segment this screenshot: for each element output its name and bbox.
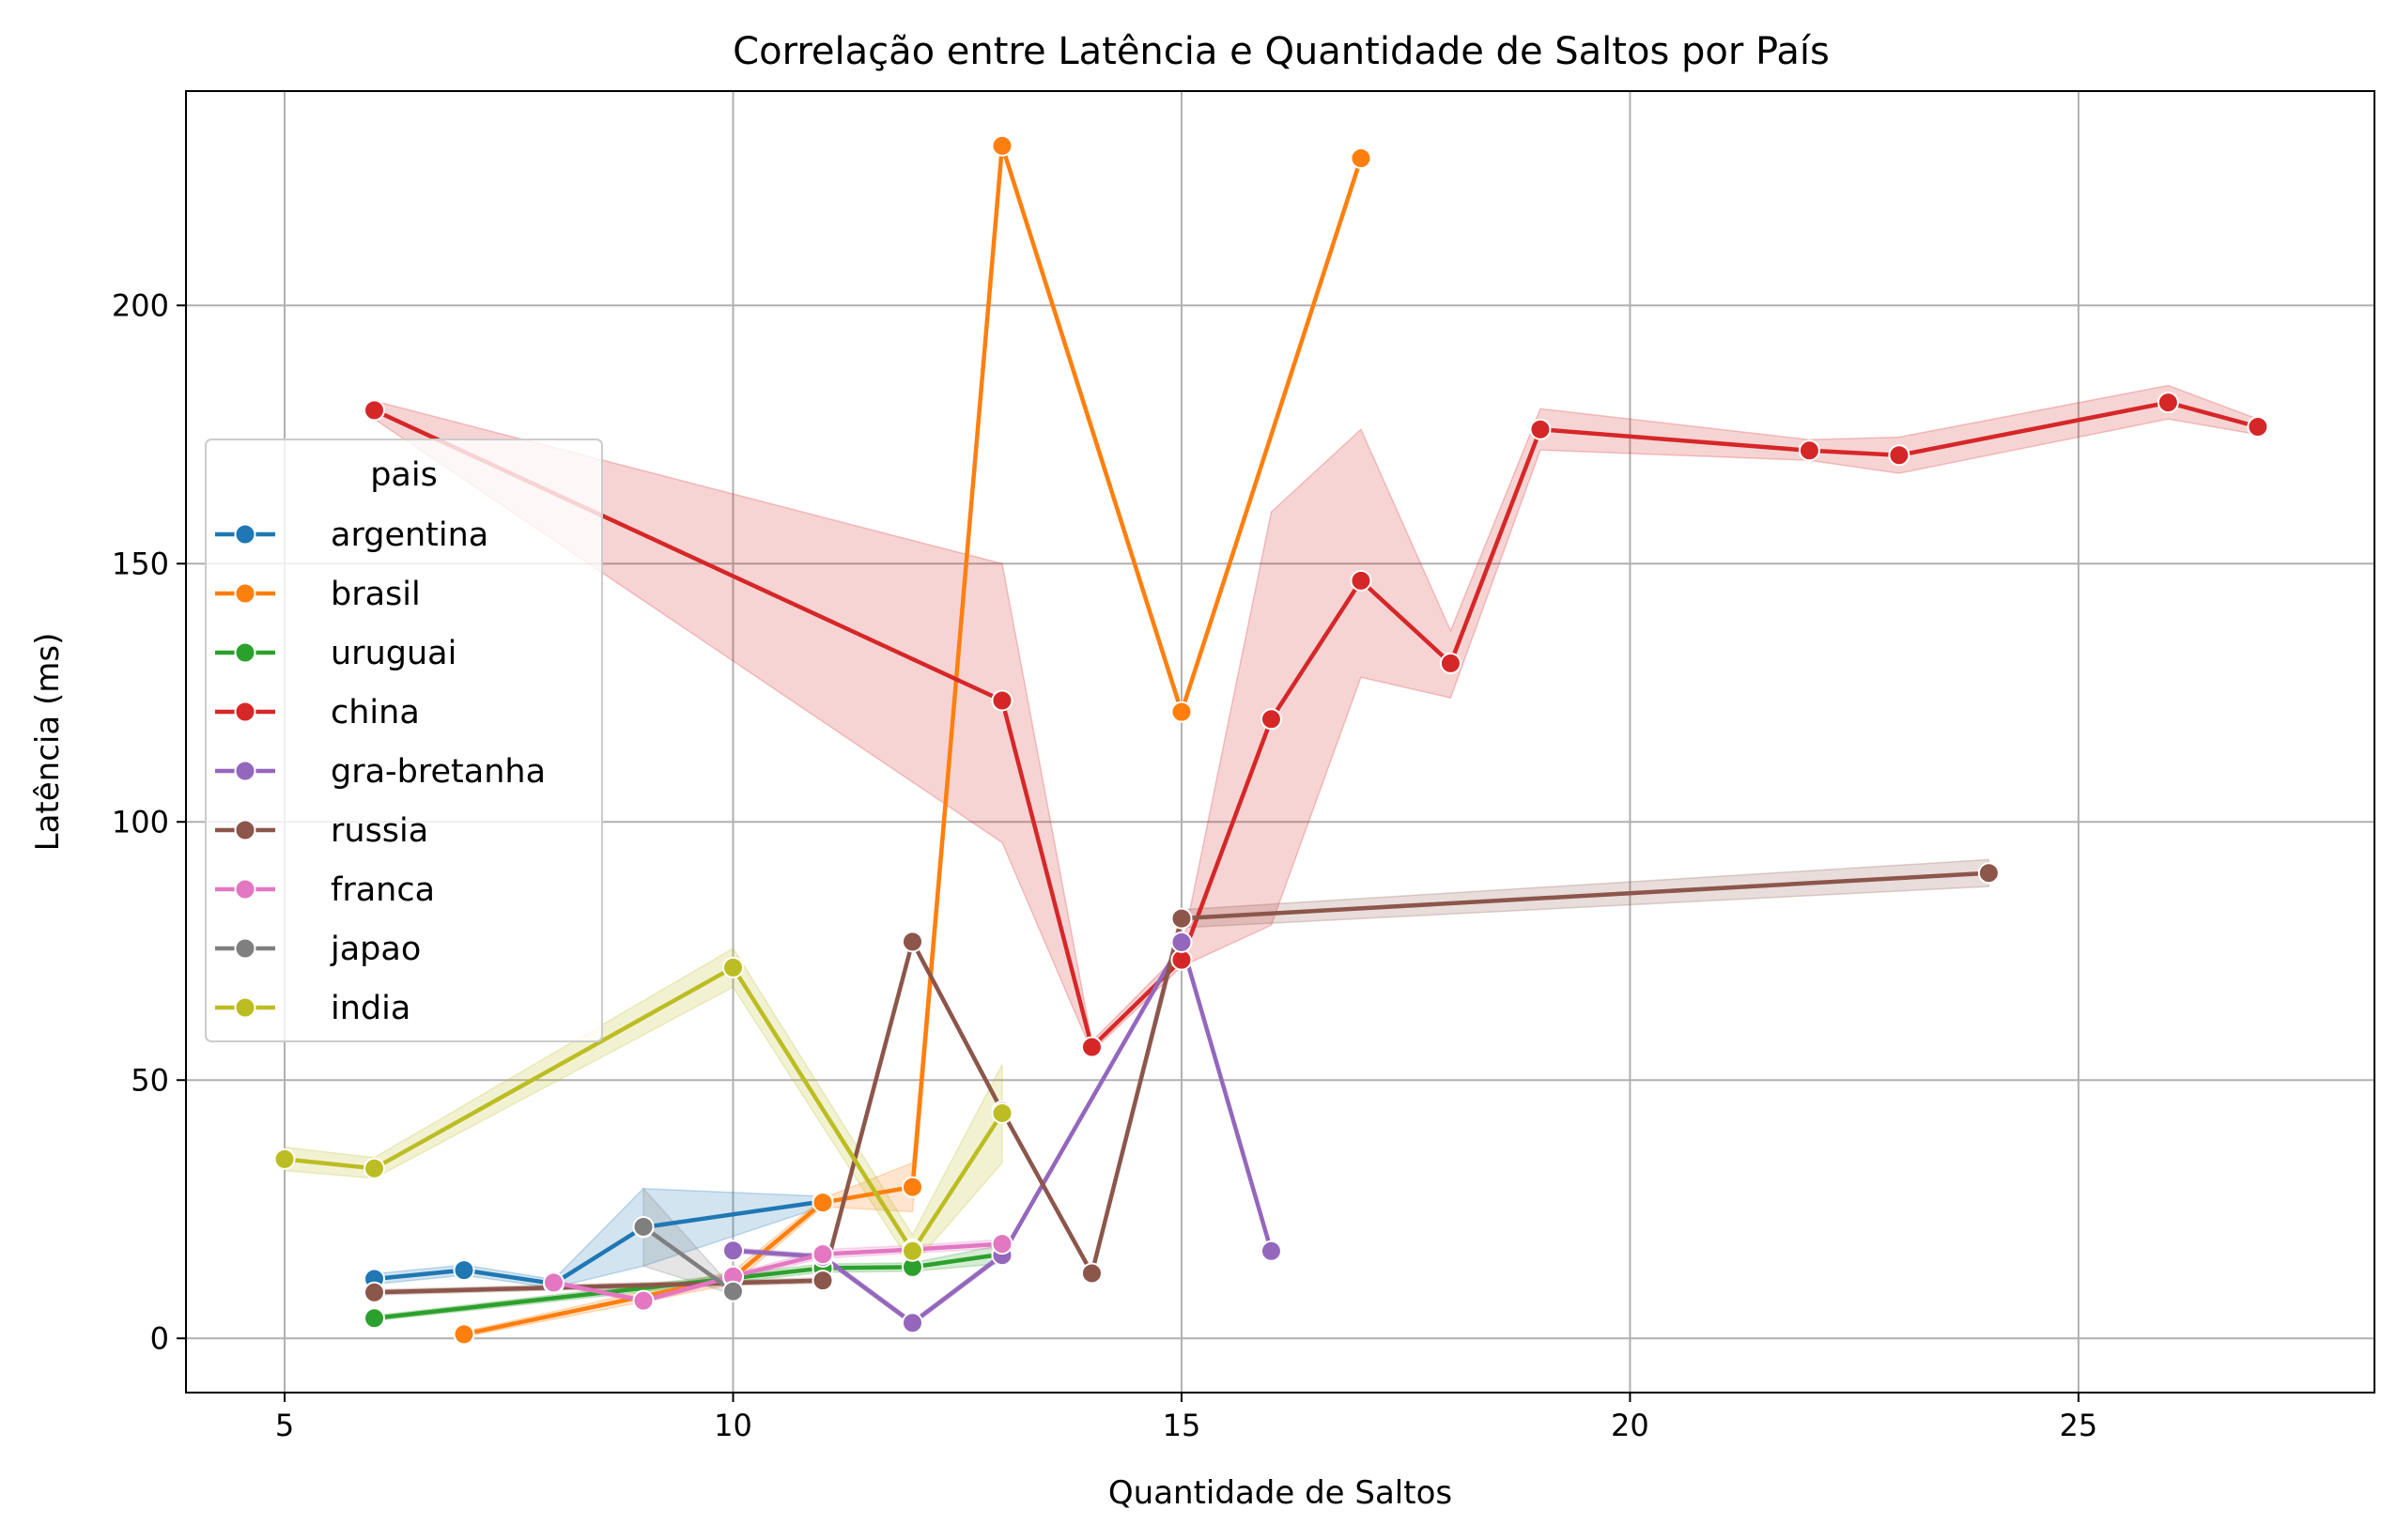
legend-label-india: india (331, 990, 410, 1027)
data-point-china (1350, 569, 1372, 592)
legend-marker-brasil (234, 582, 256, 605)
legend-marker-franca (234, 878, 256, 901)
data-point-argentina (453, 1259, 475, 1282)
data-point-brasil (1350, 147, 1372, 169)
series-line-china (372, 400, 2261, 1050)
data-point-china (991, 689, 1013, 712)
data-point-franca (632, 1289, 655, 1312)
data-point-russia (1080, 1262, 1103, 1285)
data-point-china (1529, 418, 1552, 440)
confidence-band-china (373, 384, 2259, 1054)
data-point-franca (991, 1233, 1013, 1255)
data-point-russia (363, 1281, 386, 1303)
data-point-brasil (812, 1192, 834, 1214)
data-point-gra-bretanha (1260, 1240, 1282, 1262)
data-point-china (2247, 416, 2269, 438)
data-point-china (1439, 652, 1461, 674)
legend-label-uruguai: uruguai (331, 635, 456, 672)
legend-label-argentina: argentina (331, 516, 488, 554)
data-point-uruguai (363, 1307, 386, 1330)
legend-label-china: china (331, 694, 420, 732)
data-point-gra-bretanha (722, 1240, 744, 1262)
data-point-india (991, 1101, 1013, 1124)
legend-label-japao: japao (330, 931, 421, 968)
x-tick-label: 25 (2060, 1408, 2098, 1443)
grid-lines (186, 91, 2374, 1393)
data-point-japao (632, 1215, 655, 1238)
y-tick-label: 100 (112, 804, 169, 839)
x-tick-label: 5 (275, 1408, 294, 1443)
data-point-india (722, 956, 744, 978)
legend-marker-china (234, 701, 256, 723)
series-line-japao (641, 1224, 735, 1294)
x-tick-label: 20 (1611, 1408, 1649, 1443)
data-point-india (901, 1240, 923, 1262)
data-point-russia (1977, 862, 2000, 885)
data-point-india (273, 1147, 296, 1170)
legend-label-franca: franca (331, 871, 435, 909)
series-line-franca (551, 1241, 1005, 1303)
axis-ticks: 5 10 15 20 25 0 50 100 150 200 (112, 287, 2097, 1443)
legend-marker-japao (234, 937, 256, 960)
data-point-gra-bretanha (901, 1312, 923, 1334)
data-point-russia (901, 931, 923, 953)
confidence-band-india (284, 947, 1003, 1268)
data-point-brasil (1170, 701, 1193, 723)
data-point-russia (812, 1270, 834, 1292)
y-tick-label: 50 (131, 1062, 169, 1098)
legend: pais argentina brasil uruguai china gra-bret… (205, 439, 603, 1042)
x-tick-label: 10 (714, 1408, 752, 1443)
data-point-china (1260, 708, 1282, 731)
data-point-china (1080, 1036, 1103, 1058)
data-point-china (363, 399, 386, 422)
data-point-china (1888, 444, 1910, 467)
legend-label-gra-bretanha: gra-bretanha (331, 753, 546, 791)
data-point-india (363, 1157, 386, 1179)
legend-marker-india (234, 996, 256, 1019)
y-axis-label: Latência (ms) (29, 633, 67, 852)
chart-title: Correlação entre Latência e Quantidade d… (733, 30, 1830, 73)
legend-frame (205, 439, 603, 1042)
y-tick-label: 0 (150, 1320, 169, 1356)
legend-label-brasil: brasil (331, 576, 421, 613)
y-tick-label: 200 (112, 287, 169, 323)
data-point-brasil (901, 1176, 923, 1198)
legend-marker-uruguai (234, 641, 256, 664)
series-markers (273, 134, 2269, 1346)
legend-title: pais (370, 456, 438, 494)
data-point-brasil (991, 134, 1013, 157)
data-point-russia (1170, 907, 1193, 930)
data-point-gra-bretanha (1170, 931, 1193, 953)
x-tick-label: 15 (1163, 1408, 1201, 1443)
data-point-brasil (453, 1323, 475, 1346)
plot-area-frame (185, 90, 2375, 1394)
y-tick-label: 150 (112, 546, 169, 581)
data-point-franca (812, 1243, 834, 1266)
data-point-china (1798, 439, 1820, 462)
legend-marker-gra-bretanha (234, 760, 256, 782)
legend-marker-russia (234, 819, 256, 841)
data-point-franca (543, 1271, 565, 1294)
x-axis-label: Quantidade de Saltos (1108, 1474, 1452, 1512)
legend-label-russia: russia (331, 812, 428, 850)
data-point-japao (722, 1280, 744, 1302)
data-point-china (2157, 392, 2179, 414)
legend-marker-argentina (234, 523, 256, 546)
